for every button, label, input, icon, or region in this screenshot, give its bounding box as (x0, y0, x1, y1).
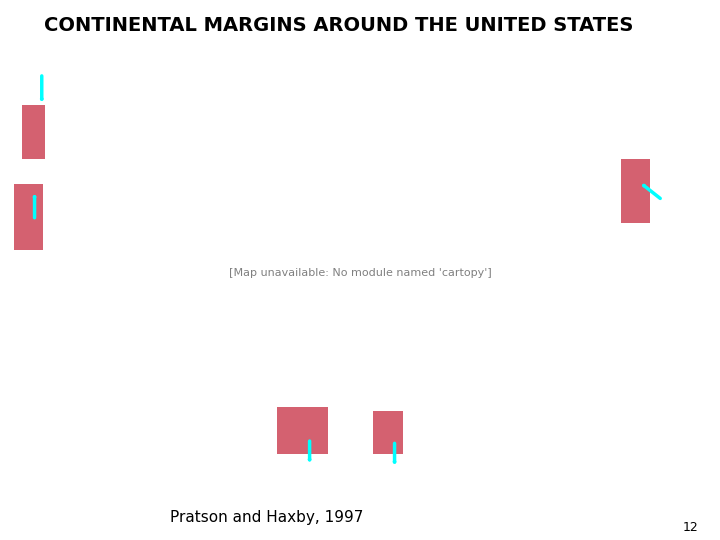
Bar (14, 184, 43, 250)
Text: +: + (112, 363, 119, 373)
Text: +: + (227, 182, 234, 191)
Text: +: + (572, 363, 580, 373)
Text: +: + (457, 118, 464, 127)
Text: +: + (457, 305, 464, 314)
Text: +: + (572, 182, 580, 191)
Text: D: D (16, 261, 39, 289)
Bar (616, 148, 670, 227)
Text: +: + (342, 243, 349, 252)
Text: +: + (457, 363, 464, 373)
Text: E: E (16, 75, 35, 103)
Text: 12: 12 (683, 521, 698, 534)
Text: +: + (688, 363, 695, 373)
Text: +: + (227, 305, 234, 314)
Text: +: + (11, 305, 18, 314)
Text: + 50°N +: + 50°N + (191, 78, 248, 91)
Text: +: + (11, 422, 18, 431)
Bar (277, 407, 328, 454)
Text: +: + (112, 422, 119, 431)
Bar (261, 395, 332, 458)
Text: +: + (572, 305, 580, 314)
Text: +: + (688, 243, 695, 252)
Text: +: + (342, 118, 349, 127)
Text: +: + (342, 363, 349, 373)
Text: +: + (342, 422, 349, 431)
Bar (11, 178, 55, 257)
Text: +: + (572, 243, 580, 252)
Text: +: + (688, 118, 695, 127)
Text: +: + (227, 422, 234, 431)
Text: +: + (227, 363, 234, 373)
Text: +: + (342, 182, 349, 191)
Text: +: + (227, 118, 234, 127)
Text: +: + (457, 422, 464, 431)
Bar (18, 93, 55, 164)
Text: +: + (11, 363, 18, 373)
Text: +: + (112, 305, 119, 314)
Text: Pratson and Haxby, 1997: Pratson and Haxby, 1997 (170, 510, 363, 525)
Text: 115°W: 115°W (83, 278, 122, 291)
Text: +: + (572, 422, 580, 431)
Text: +: + (11, 118, 18, 127)
Text: +: + (112, 118, 119, 127)
Bar (367, 404, 409, 456)
Text: +: + (227, 243, 234, 252)
Text: [Map unavailable: No module named 'cartopy']: [Map unavailable: No module named 'carto… (229, 268, 491, 278)
Text: 75°W: 75°W (644, 278, 677, 291)
Text: +: + (11, 182, 18, 191)
Text: +: + (457, 182, 464, 191)
Text: CONTINENTAL MARGINS AROUND THE UNITED STATES: CONTINENTAL MARGINS AROUND THE UNITED ST… (44, 16, 633, 35)
Text: A: A (695, 170, 716, 198)
Text: C: C (313, 461, 333, 489)
Text: +: + (112, 243, 119, 252)
Text: +: + (572, 118, 580, 127)
Text: +: + (688, 182, 695, 191)
Bar (373, 411, 403, 454)
Text: +: + (112, 182, 119, 191)
Text: +: + (688, 422, 695, 431)
Text: B: B (414, 461, 435, 489)
Text: +: + (688, 305, 695, 314)
Text: +: + (11, 243, 18, 252)
Text: +: + (342, 305, 349, 314)
Bar (22, 105, 45, 159)
Bar (621, 159, 650, 223)
Text: +: + (457, 243, 464, 252)
Text: + 30°N +: + 30°N + (61, 241, 118, 254)
